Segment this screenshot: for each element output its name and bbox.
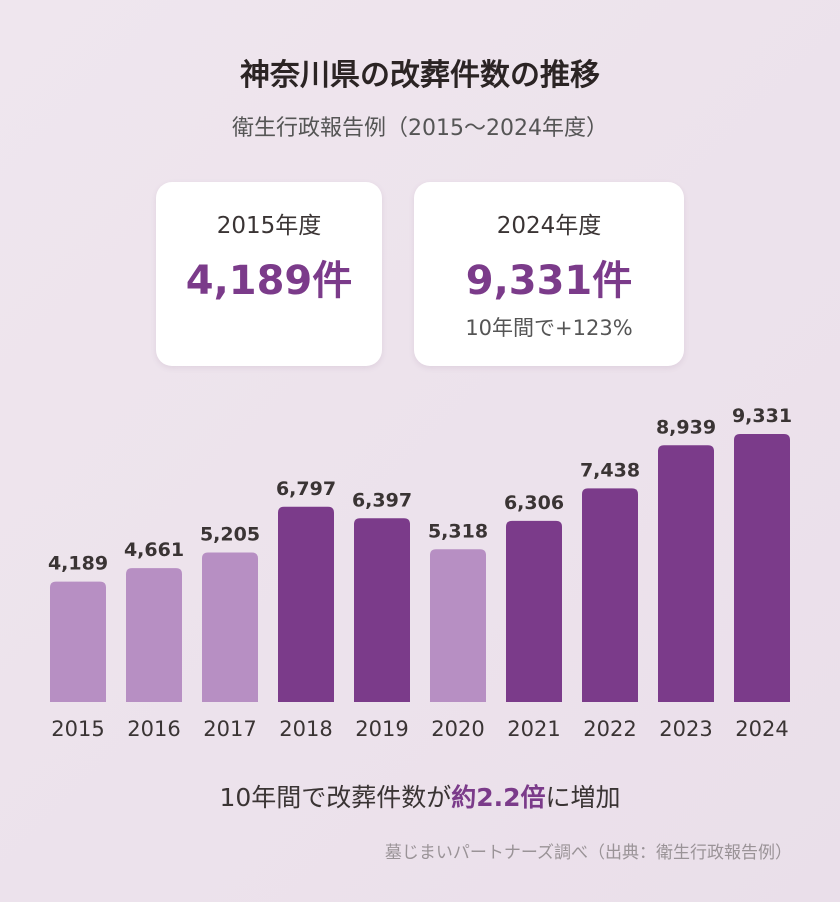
bar-value-label: 6,397 [352,489,412,511]
bar-2019 [354,518,410,702]
bar-value-label: 9,331 [732,405,792,427]
x-tick-label: 2017 [203,717,256,741]
x-tick-label: 2018 [279,717,332,741]
x-tick-label: 2021 [507,717,560,741]
bar-value-label: 8,939 [656,416,716,438]
card-2024: 2024年度 9,331件 10年間で+123% [414,182,684,366]
x-tick-label: 2020 [431,717,484,741]
bar-value-label: 6,306 [504,492,564,514]
page-title: 神奈川県の改葬件数の推移 [240,58,600,93]
bar-chart: 4,189 2015 4,661 2016 5,205 2017 6,797 2018 6,39… [48,405,792,741]
bar-2021 [506,520,562,702]
card-note: 10年間で+123% [465,316,633,340]
x-tick-label: 2022 [583,717,636,741]
bar-2024 [734,434,790,702]
summary-after: に増加 [545,783,621,812]
source-note: 墓じまいパートナーズ調べ（出典：衛生行政報告例） [384,843,792,863]
summary-before: 10年間で改葬件数が [219,783,452,812]
bar-value-label: 4,661 [124,539,184,561]
bar-2017 [202,552,258,702]
bar-value-label: 7,438 [580,459,640,481]
x-tick-label: 2015 [51,717,104,741]
bar-2015 [50,581,106,702]
summary-highlight: 約2.2倍 [451,783,546,812]
bar-2016 [126,568,182,702]
summary-text: 10年間で改葬件数が約2.2倍に増加 [0,778,840,814]
bar-value-label: 4,189 [48,553,108,575]
bar-2023 [658,445,714,702]
page-subtitle: 衛生行政報告例（2015〜2024年度） [232,116,608,141]
x-tick-label: 2019 [355,717,408,741]
bar-2018 [278,506,334,702]
bar-2020 [430,549,486,702]
card-value: 9,331件 [465,258,633,304]
bar-value-label: 6,797 [276,478,336,500]
bar-2022 [582,488,638,702]
bar-value-label: 5,318 [428,520,488,542]
x-tick-label: 2016 [127,717,180,741]
card-year: 2015年度 [216,213,322,239]
bar-value-label: 5,205 [200,524,260,546]
x-tick-label: 2024 [735,717,788,741]
card-2015: 2015年度 4,189件 [156,182,382,366]
x-tick-label: 2023 [659,717,712,741]
card-value: 4,189件 [185,258,353,304]
card-year: 2024年度 [496,213,602,239]
